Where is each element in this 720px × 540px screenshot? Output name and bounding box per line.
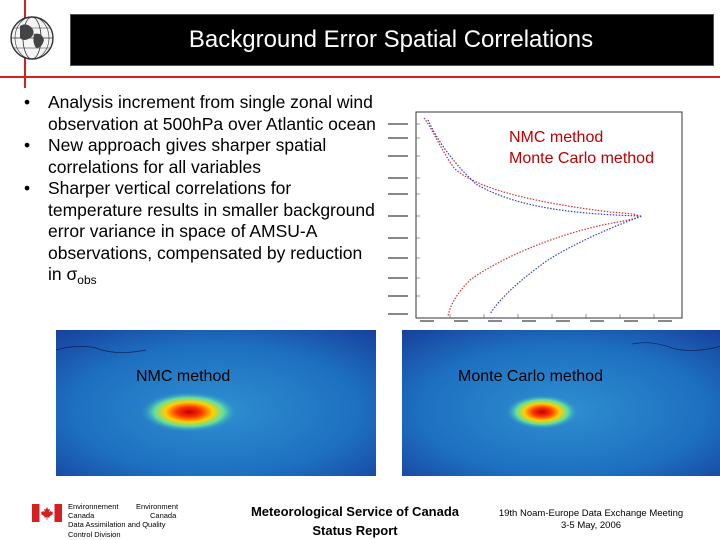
bullet-subscript: obs bbox=[77, 273, 97, 287]
footer-msc-line2: Status Report bbox=[312, 523, 398, 538]
footer-ec-en-line1: Environnement bbox=[68, 502, 119, 511]
bullet-item: Sharper vertical correlations for temper… bbox=[18, 178, 380, 292]
bullet-text: Sharper vertical correlations for temper… bbox=[48, 178, 375, 284]
footer-ec-en-line2: Canada bbox=[68, 511, 95, 520]
footer-ec-fr-line1: Environment bbox=[136, 502, 179, 511]
bullet-item: New approach gives sharper spatial corre… bbox=[18, 135, 380, 178]
footer-msc: Meteorological Service of Canada Status … bbox=[232, 502, 478, 540]
footer-meeting-line2: 3-5 May, 2006 bbox=[560, 520, 622, 531]
nmc-correlation-map bbox=[56, 330, 376, 476]
title-bar bbox=[70, 14, 714, 66]
footer-meeting: 19th Noam-Europe Data Exchange Meeting 3… bbox=[486, 508, 696, 532]
red-accent-line-horizontal bbox=[0, 76, 720, 78]
footer-meeting-line1: 19th Noam-Europe Data Exchange Meeting bbox=[498, 508, 684, 519]
legend-monte-carlo: Monte Carlo method bbox=[509, 150, 654, 167]
page-title: Background Error Spatial Correlations bbox=[188, 26, 594, 53]
footer-msc-line1: Meteorological Service of Canada bbox=[250, 504, 460, 519]
bullet-item: Analysis increment from single zonal win… bbox=[18, 92, 380, 135]
map-label-monte-carlo: Monte Carlo method bbox=[458, 368, 603, 385]
bullet-text: Analysis increment from single zonal win… bbox=[48, 92, 376, 134]
map-label-nmc: NMC method bbox=[136, 368, 231, 385]
bullet-list: Analysis increment from single zonal win… bbox=[18, 92, 380, 292]
monte-carlo-correlation-map bbox=[402, 330, 720, 476]
globe-icon bbox=[10, 16, 54, 60]
legend-nmc: NMC method bbox=[509, 129, 604, 146]
footer-division-line2: Control Division bbox=[68, 530, 121, 539]
bullet-text: New approach gives sharper spatial corre… bbox=[48, 135, 327, 177]
footer-ec-fr-line2: Canada bbox=[150, 511, 177, 520]
canada-flag-icon bbox=[32, 504, 62, 522]
vertical-correlation-profile bbox=[388, 111, 683, 322]
footer-division-line1: Data Assimilation and Quality bbox=[68, 520, 166, 529]
